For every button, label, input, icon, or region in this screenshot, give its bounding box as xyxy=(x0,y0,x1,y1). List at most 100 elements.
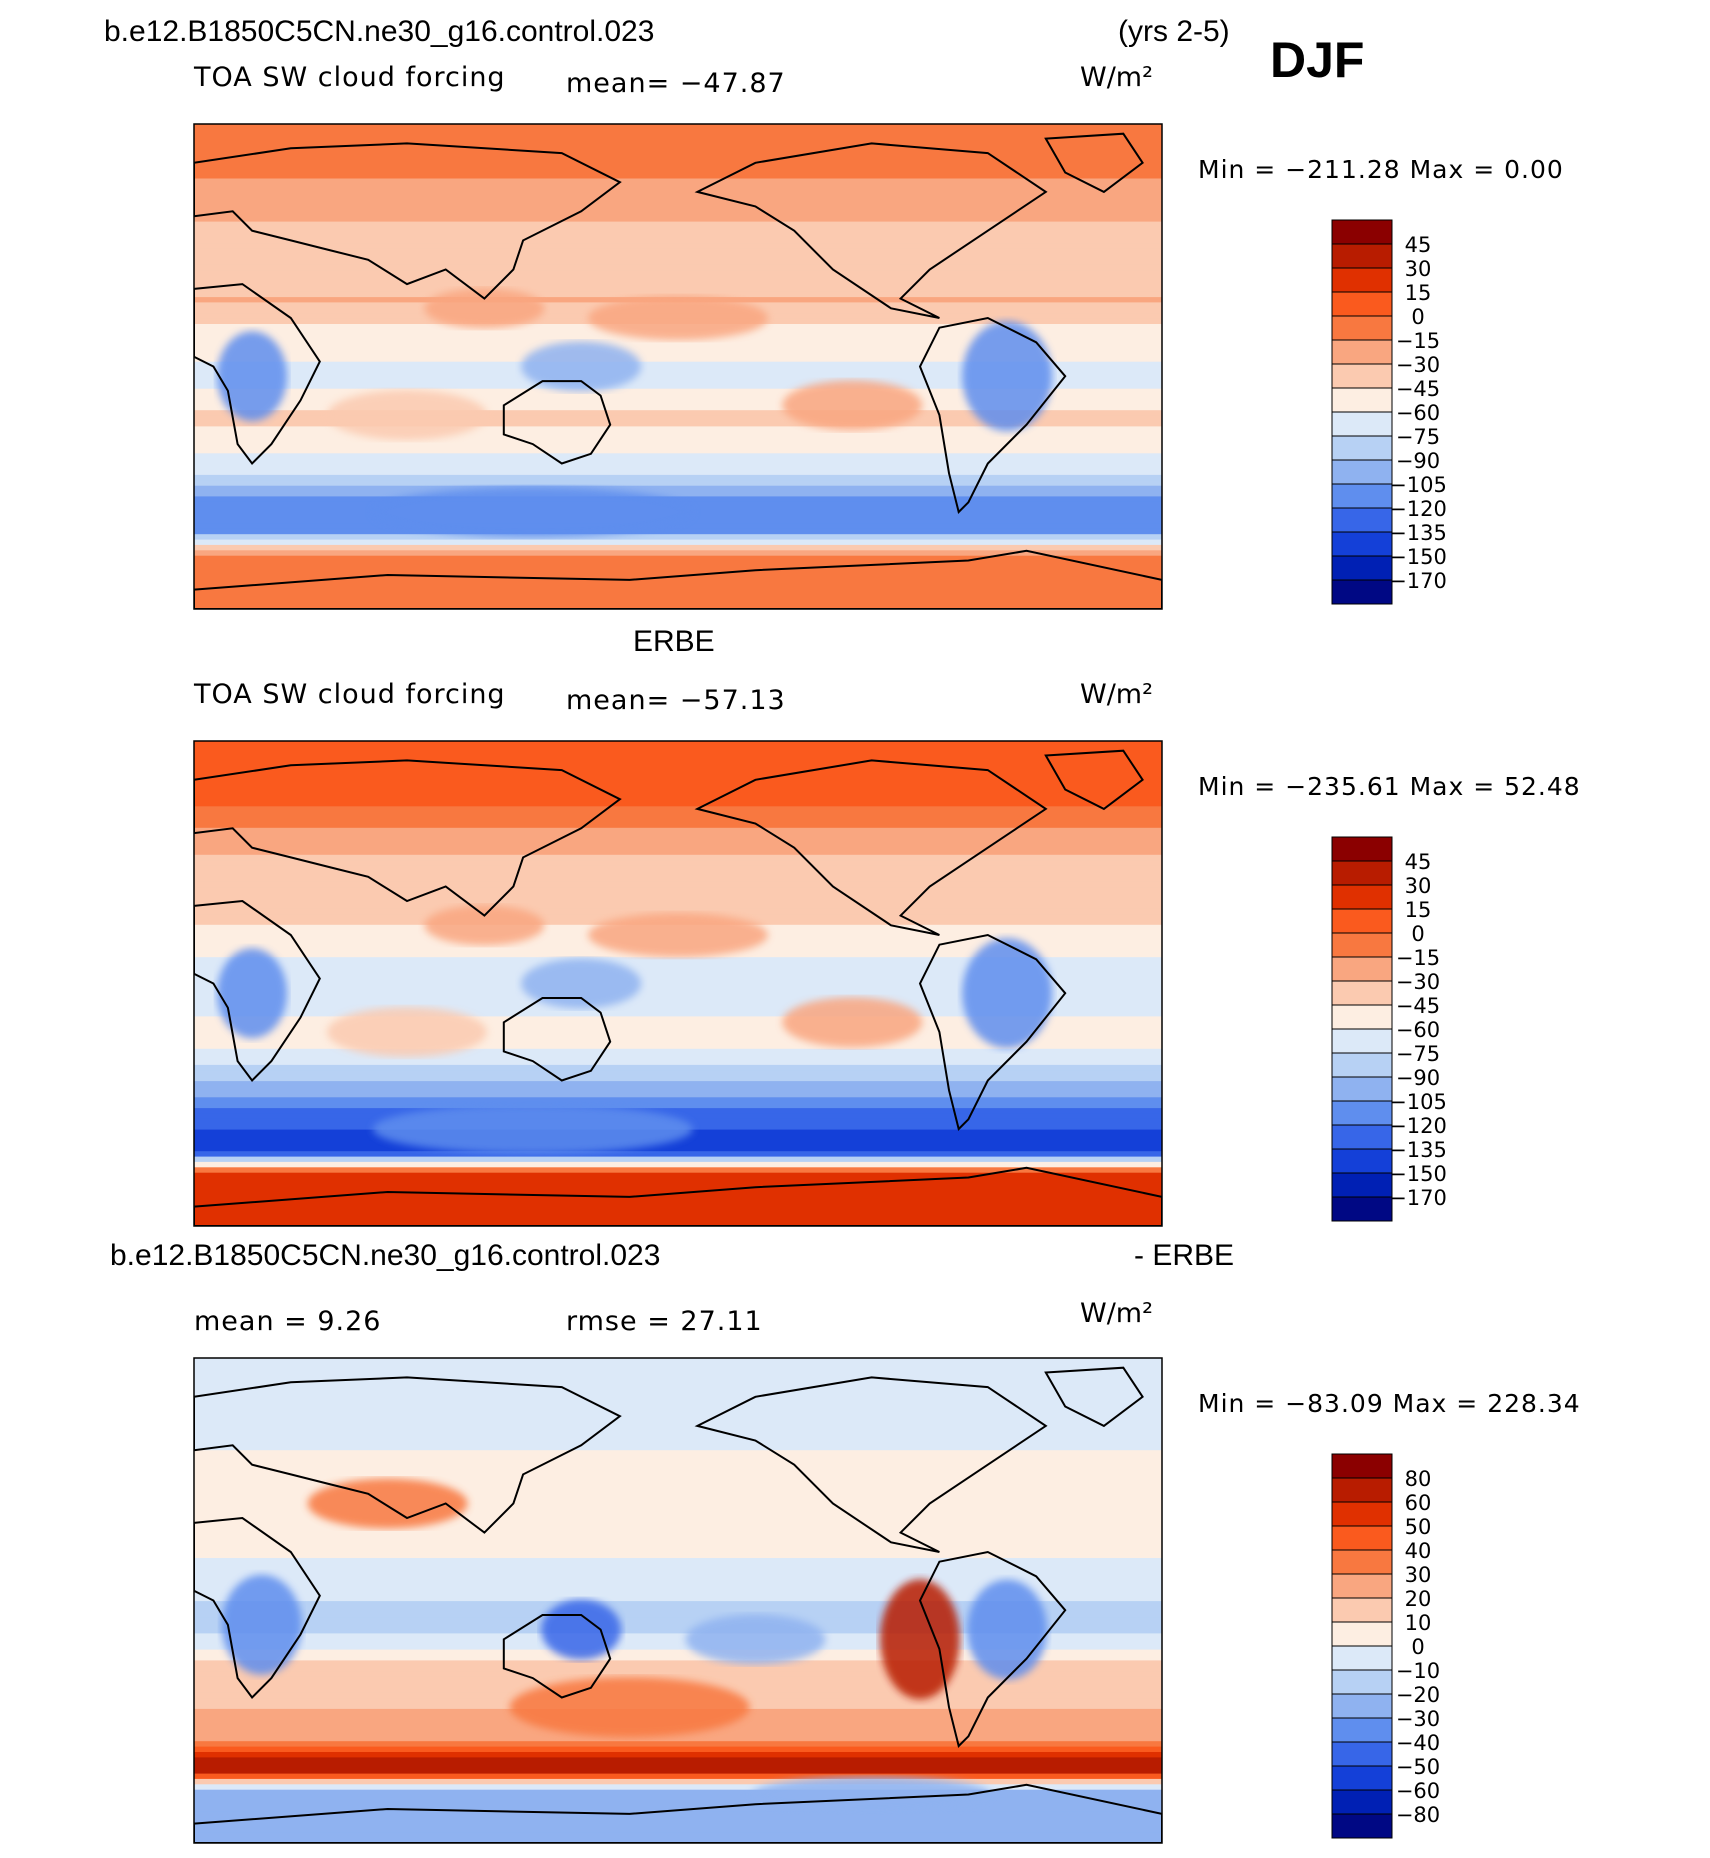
coastline-eurasia xyxy=(194,142,622,300)
zonal-band xyxy=(194,983,1162,990)
zonal-band xyxy=(194,994,1162,1001)
stat-label: mean= −47.87 xyxy=(566,68,786,99)
zonal-band xyxy=(194,886,1162,893)
coastline-antarctica xyxy=(194,1783,1162,1843)
zonal-band xyxy=(194,415,1162,421)
map-frame xyxy=(193,740,1163,1227)
colorbar-tick-label: −15 xyxy=(1396,946,1440,970)
zonal-band xyxy=(194,1535,1162,1542)
zonal-band xyxy=(194,1075,1162,1082)
zonal-band xyxy=(194,549,1162,556)
colorbar-tick-label: 40 xyxy=(1405,1539,1432,1563)
colorbar-tick-label: 50 xyxy=(1405,1515,1432,1539)
zonal-band xyxy=(194,1578,1162,1585)
colorbar-tick-label: −15 xyxy=(1396,329,1440,353)
zonal-band xyxy=(194,221,1162,227)
panel-heading: ERBE xyxy=(633,625,715,658)
zonal-band xyxy=(194,778,1162,785)
zonal-band xyxy=(194,350,1162,357)
zonal-band xyxy=(194,1172,1162,1179)
zonal-band xyxy=(194,1837,1162,1843)
zonal-band xyxy=(194,1632,1162,1639)
season-label: DJF xyxy=(1270,32,1364,88)
zonal-band xyxy=(194,1789,1162,1796)
zonal-band xyxy=(194,789,1162,796)
stat-label: mean= −57.13 xyxy=(566,685,786,716)
zonal-band xyxy=(194,1600,1162,1607)
colorbar-box xyxy=(1331,1148,1393,1174)
zonal-band xyxy=(194,1805,1162,1812)
zonal-band xyxy=(194,767,1162,774)
anomaly-blob xyxy=(221,1574,302,1675)
zonal-band xyxy=(194,538,1162,545)
zonal-band xyxy=(194,1161,1162,1168)
zonal-band xyxy=(194,1476,1162,1483)
zonal-band xyxy=(194,1379,1162,1386)
colorbar-box xyxy=(1331,980,1393,1006)
zonal-band xyxy=(194,242,1162,249)
zonal-band xyxy=(194,1670,1162,1677)
coastline-namerica xyxy=(694,142,1048,319)
colorbar-box xyxy=(1331,339,1393,365)
colorbar-tick-label: −120 xyxy=(1389,1114,1447,1138)
contour-field xyxy=(194,124,1162,609)
anomaly-blob xyxy=(588,913,768,957)
zonal-band xyxy=(194,264,1162,271)
zonal-band xyxy=(194,361,1162,368)
zonal-band xyxy=(194,1166,1162,1173)
colorbar-box xyxy=(1331,1196,1393,1222)
zonal-band xyxy=(194,1562,1162,1569)
zonal-band xyxy=(194,339,1162,346)
zonal-band xyxy=(194,1616,1162,1623)
zonal-band xyxy=(194,1042,1162,1049)
zonal-band xyxy=(194,1080,1162,1087)
zonal-band xyxy=(194,1643,1162,1650)
coastline-greenland xyxy=(1044,1366,1144,1428)
colorbar-tick-label: 30 xyxy=(1405,1563,1432,1587)
zonal-band xyxy=(194,582,1162,589)
zonal-band xyxy=(194,800,1162,807)
colorbar-tick-label: −45 xyxy=(1396,994,1440,1018)
zonal-band xyxy=(194,1508,1162,1515)
colorbar-box xyxy=(1331,243,1393,269)
panel-heading-right: - ERBE xyxy=(1134,1239,1234,1272)
zonal-band xyxy=(194,1611,1162,1618)
colorbar-box xyxy=(1331,1621,1393,1647)
colorbar-tick-label: −135 xyxy=(1389,521,1447,545)
anomaly-blob xyxy=(424,905,545,946)
zonal-band xyxy=(194,870,1162,877)
zonal-band xyxy=(194,555,1162,562)
zonal-band xyxy=(194,560,1162,567)
colorbar-tick-label: 15 xyxy=(1405,898,1432,922)
zonal-band xyxy=(194,1799,1162,1806)
colorbar-tick-label: −80 xyxy=(1396,1803,1440,1827)
units-label: W/m² xyxy=(1080,1298,1153,1329)
anomaly-blob xyxy=(751,1776,992,1813)
colorbar-box xyxy=(1331,1645,1393,1671)
zonal-band xyxy=(194,1037,1162,1044)
colorbar-box xyxy=(1331,1100,1393,1126)
zonal-band xyxy=(194,598,1162,605)
colorbar-tick-label: 30 xyxy=(1405,257,1432,281)
colorbar-tick-label: −30 xyxy=(1396,1707,1440,1731)
colorbar-box xyxy=(1331,1028,1393,1054)
zonal-band xyxy=(194,371,1162,378)
colorbar-tick-label: 0 xyxy=(1411,1635,1424,1659)
zonal-band xyxy=(194,1363,1162,1370)
zonal-band xyxy=(194,479,1162,486)
zonal-band xyxy=(194,784,1162,791)
colorbar-box xyxy=(1331,1765,1393,1791)
anomaly-blob xyxy=(521,958,642,1009)
anomaly-blob xyxy=(962,321,1053,432)
colorbar-tick-label: −105 xyxy=(1389,473,1447,497)
zonal-band xyxy=(194,1417,1162,1424)
contour-field xyxy=(194,741,1162,1226)
zonal-band xyxy=(194,533,1162,540)
coastline-africa xyxy=(194,1516,321,1700)
zonal-band xyxy=(194,490,1162,497)
colorbar-box xyxy=(1331,267,1393,293)
zonal-band xyxy=(194,1498,1162,1505)
zonal-band xyxy=(194,291,1162,298)
minmax-label: Min = −211.28 Max = 0.00 xyxy=(1198,155,1564,184)
